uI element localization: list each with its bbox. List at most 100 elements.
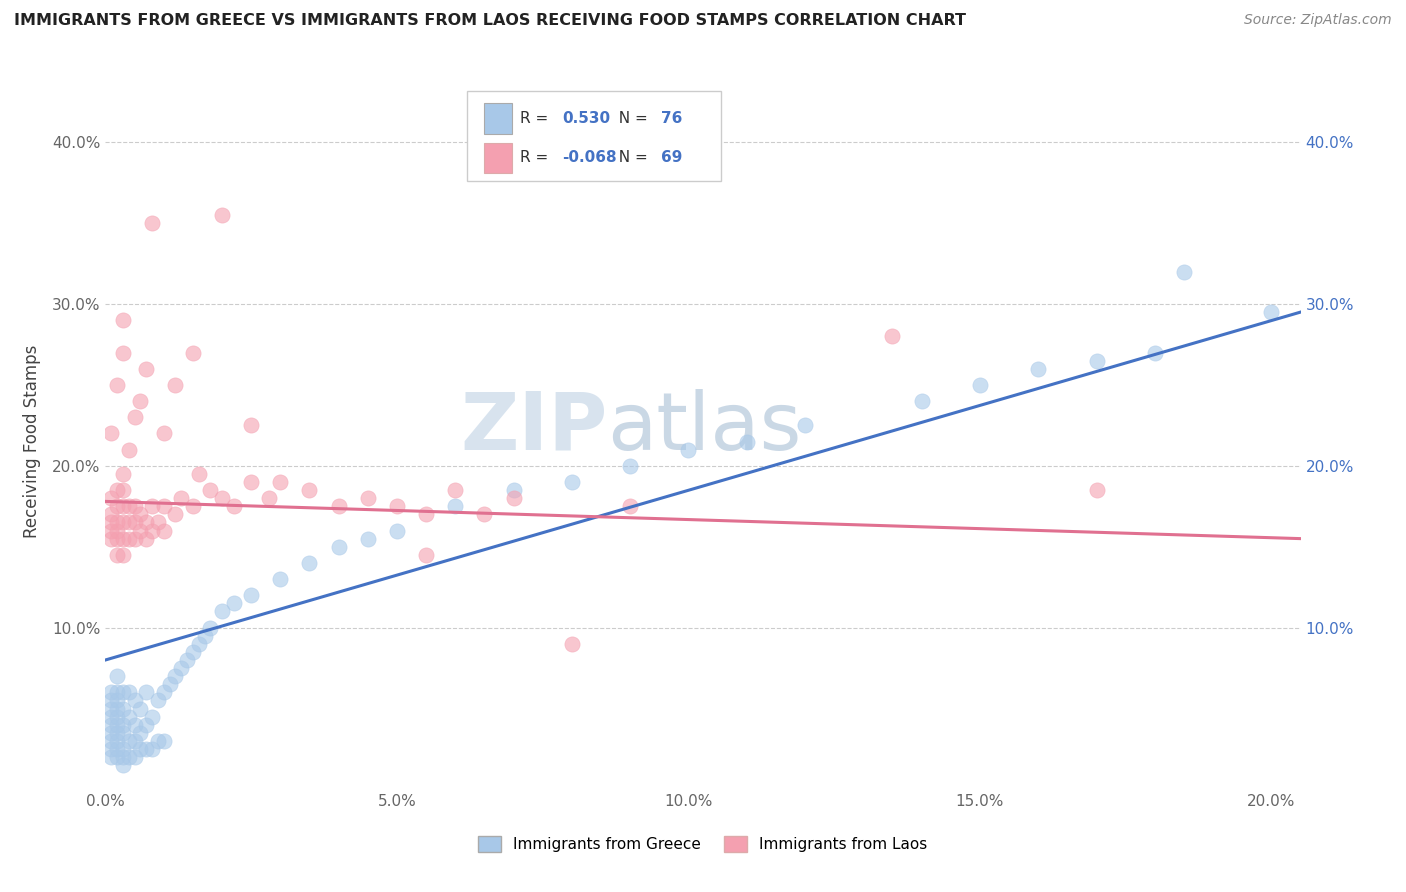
Point (124, 734, 146, 748)
Point (165, 378, 187, 392)
Point (502, 491, 524, 505)
Point (105, 532, 128, 546)
Point (100, 685, 122, 699)
Point (105, 500, 128, 514)
Point (105, 378, 128, 392)
Point (118, 500, 141, 514)
Point (135, 685, 157, 699)
Point (118, 532, 141, 546)
Text: 0.530: 0.530 (562, 112, 610, 126)
Point (111, 742, 134, 756)
Point (105, 516, 128, 530)
Point (105, 734, 128, 748)
Point (118, 734, 141, 748)
Point (385, 524, 408, 538)
Point (1085, 483, 1108, 497)
Point (211, 604, 233, 618)
Point (135, 717, 157, 731)
Point (105, 726, 128, 740)
Point (141, 709, 163, 723)
Point (193, 629, 215, 643)
Point (170, 661, 193, 675)
Point (100, 491, 122, 505)
Point (1085, 353, 1108, 368)
Point (118, 516, 141, 530)
Point (111, 726, 134, 740)
Point (100, 709, 122, 723)
Point (222, 500, 245, 514)
Point (910, 394, 932, 409)
Point (135, 361, 157, 376)
Point (181, 645, 204, 659)
Point (124, 410, 146, 425)
Point (385, 500, 408, 514)
Point (882, 329, 904, 343)
Text: R =: R = (520, 151, 554, 165)
Point (118, 442, 141, 457)
Point (105, 742, 128, 756)
Point (328, 540, 350, 554)
Text: Source: ZipAtlas.com: Source: ZipAtlas.com (1244, 13, 1392, 28)
Point (240, 588, 263, 602)
Point (298, 556, 321, 570)
Point (159, 677, 181, 691)
Point (100, 750, 122, 764)
Point (111, 758, 134, 772)
Point (105, 669, 128, 683)
Point (111, 548, 134, 562)
Point (146, 516, 169, 530)
Point (181, 345, 204, 359)
Point (111, 701, 134, 715)
Point (124, 717, 146, 731)
Point (135, 742, 157, 756)
Point (111, 500, 134, 514)
Point (100, 508, 122, 522)
Point (165, 669, 187, 683)
Point (794, 418, 817, 433)
Point (141, 216, 163, 230)
Point (141, 500, 163, 514)
Point (100, 726, 122, 740)
Point (135, 516, 157, 530)
Point (100, 426, 122, 441)
Point (257, 491, 280, 505)
Point (165, 508, 187, 522)
Point (124, 500, 146, 514)
Point (474, 508, 496, 522)
Point (187, 637, 209, 651)
Point (111, 467, 134, 481)
Point (129, 524, 152, 538)
Point (100, 532, 122, 546)
Text: R =: R = (520, 112, 554, 126)
Text: IMMIGRANTS FROM GREECE VS IMMIGRANTS FROM LAOS RECEIVING FOOD STAMPS CORRELATION: IMMIGRANTS FROM GREECE VS IMMIGRANTS FRO… (14, 13, 966, 29)
Point (146, 734, 169, 748)
Point (100, 701, 122, 715)
Point (105, 483, 128, 497)
Point (357, 532, 380, 546)
Point (152, 426, 174, 441)
Point (129, 742, 152, 756)
Point (111, 532, 134, 546)
Point (200, 621, 222, 635)
Point (105, 685, 128, 699)
Point (105, 693, 128, 707)
Point (240, 475, 263, 489)
Point (105, 750, 128, 764)
Point (240, 418, 263, 433)
Point (111, 717, 134, 731)
Text: ZIP: ZIP (460, 389, 607, 467)
Text: 69: 69 (661, 151, 682, 165)
Point (100, 717, 122, 731)
Point (619, 500, 641, 514)
Point (111, 313, 134, 327)
Point (415, 508, 437, 522)
Point (105, 717, 128, 731)
Point (118, 709, 141, 723)
Legend: Immigrants from Greece, Immigrants from Laos: Immigrants from Greece, Immigrants from … (472, 830, 934, 858)
Point (502, 483, 524, 497)
Point (100, 516, 122, 530)
Point (152, 524, 174, 538)
Point (415, 548, 437, 562)
Y-axis label: Receiving Food Stamps: Receiving Food Stamps (22, 345, 41, 538)
Point (211, 208, 233, 222)
